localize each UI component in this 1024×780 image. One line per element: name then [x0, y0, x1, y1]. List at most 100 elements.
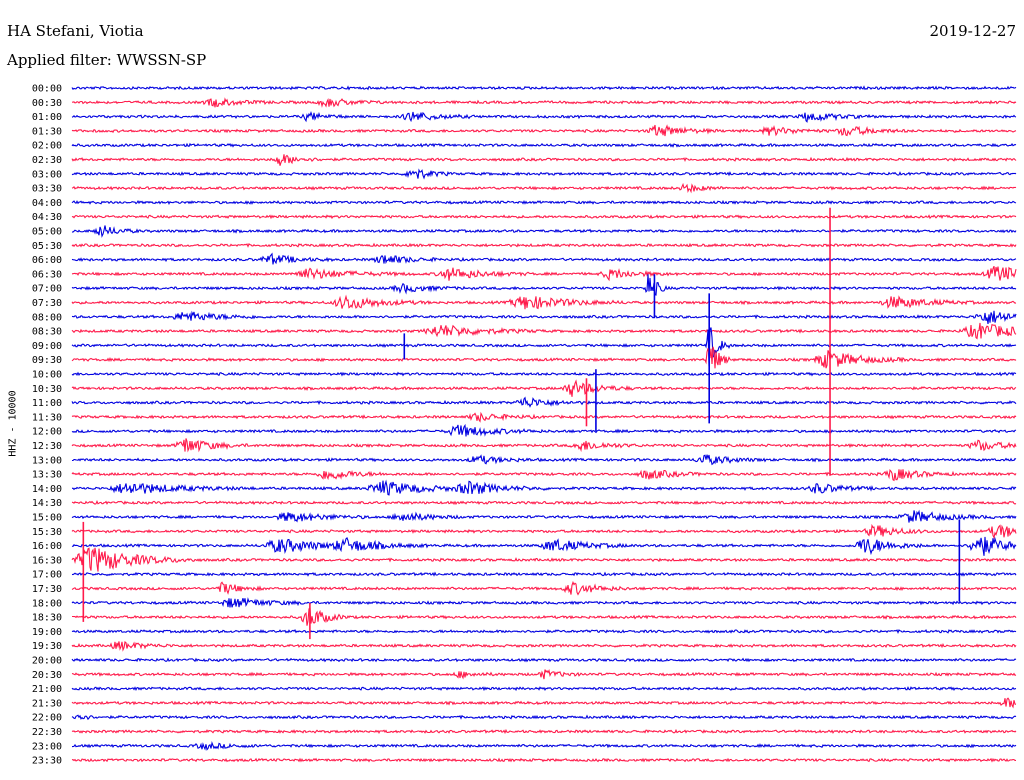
row-time-label: 03:30	[32, 184, 62, 195]
row-time-label: 06:30	[32, 269, 62, 280]
row-time-label: 21:30	[32, 698, 62, 709]
row-time-label: 06:00	[32, 255, 62, 266]
record-date: 2019-12-27	[929, 22, 1016, 40]
row-time-label: 16:30	[32, 555, 62, 566]
row-time-label: 09:00	[32, 341, 62, 352]
trace-row	[71, 657, 1017, 663]
row-time-label: 04:00	[32, 198, 62, 209]
row-time-label: 02:00	[32, 141, 62, 152]
trace-row	[71, 274, 1017, 296]
trace-row	[71, 111, 1017, 123]
row-time-label: 15:30	[32, 527, 62, 538]
row-time-label: 22:30	[32, 727, 62, 738]
trace-row	[71, 757, 1016, 763]
row-time-label: 18:00	[32, 598, 62, 609]
row-time-label: 18:30	[32, 613, 62, 624]
trace-row	[71, 536, 1017, 556]
row-time-label: 08:00	[32, 312, 62, 323]
row-time-label: 20:00	[32, 656, 62, 667]
row-time-label: 17:00	[32, 570, 62, 581]
trace-row	[71, 438, 1017, 453]
trace-row	[71, 571, 1017, 577]
row-time-label: 07:30	[32, 298, 62, 309]
trace-row	[71, 728, 1017, 735]
row-time-label: 14:00	[32, 484, 62, 495]
trace-row	[71, 199, 1017, 205]
row-time-label: 21:00	[32, 684, 62, 695]
trace-row	[71, 468, 1017, 482]
trace-row	[71, 371, 1017, 377]
row-time-label: 14:30	[32, 498, 62, 509]
row-time-label: 11:30	[32, 412, 62, 423]
row-time-label: 19:00	[32, 627, 62, 638]
trace-row	[71, 85, 1017, 91]
trace-row	[71, 252, 1017, 265]
row-time-label: 12:00	[32, 427, 62, 438]
trace-row	[71, 142, 1017, 148]
trace-row	[71, 423, 1017, 437]
trace-row	[71, 597, 1017, 608]
trace-row	[71, 154, 1017, 166]
row-time-label: 01:30	[32, 126, 62, 137]
trace-row	[71, 346, 1017, 369]
trace-row	[71, 686, 1017, 692]
trace-row	[71, 214, 1017, 220]
row-time-label: 00:30	[32, 98, 62, 109]
row-time-label: 05:30	[32, 241, 62, 252]
trace-row	[71, 509, 1017, 523]
trace-row	[71, 500, 1017, 506]
row-time-label: 15:00	[32, 513, 62, 524]
trace-row	[71, 225, 1017, 238]
row-time-label: 11:00	[32, 398, 62, 409]
row-time-label: 22:00	[32, 713, 62, 724]
trace-row	[71, 523, 1017, 540]
trace-row	[71, 322, 1017, 340]
trace-row	[72, 741, 1017, 751]
row-time-label: 04:30	[32, 212, 62, 223]
row-time-label: 13:30	[32, 470, 62, 481]
row-time-label: 00:00	[32, 84, 62, 95]
trace-row	[71, 668, 1017, 680]
trace-row	[71, 547, 1017, 572]
row-time-label: 10:30	[32, 384, 62, 395]
trace-row	[71, 294, 1017, 310]
trace-row	[71, 97, 1017, 108]
trace-row	[71, 310, 1017, 324]
row-time-label: 19:30	[32, 641, 62, 652]
row-time-label: 07:00	[32, 284, 62, 295]
row-time-label: 10:00	[32, 370, 62, 381]
filter-label: Applied filter: WWSSN-SP	[7, 51, 207, 69]
trace-row	[71, 580, 1017, 596]
row-time-label: 16:00	[32, 541, 62, 552]
trace-row	[71, 479, 1017, 496]
trace-row	[71, 714, 1017, 721]
row-time-label: 23:00	[32, 741, 62, 752]
trace-row	[72, 606, 1017, 626]
trace-row	[72, 454, 1017, 466]
trace-row	[71, 182, 1017, 194]
row-time-label: 12:30	[32, 441, 62, 452]
trace-row	[71, 124, 1017, 137]
trace-row	[71, 242, 1017, 248]
trace-row	[71, 396, 1017, 408]
trace-row	[71, 697, 1017, 709]
row-time-label: 01:00	[32, 112, 62, 123]
trace-row	[71, 168, 1017, 180]
trace-row	[71, 265, 1017, 282]
row-time-label: 09:30	[32, 355, 62, 366]
trace-row	[71, 327, 1017, 367]
trace-row	[71, 379, 1017, 397]
trace-row	[71, 629, 1017, 634]
row-time-label: 05:00	[32, 227, 62, 238]
trace-row	[71, 641, 1017, 652]
row-time-label: 02:30	[32, 155, 62, 166]
row-time-label: 20:30	[32, 670, 62, 681]
row-time-label: 03:00	[32, 169, 62, 180]
row-time-label: 08:30	[32, 327, 62, 338]
row-time-label: 13:00	[32, 455, 62, 466]
trace-row	[71, 411, 1017, 423]
row-time-label: 23:30	[32, 756, 62, 767]
row-time-label: 17:30	[32, 584, 62, 595]
